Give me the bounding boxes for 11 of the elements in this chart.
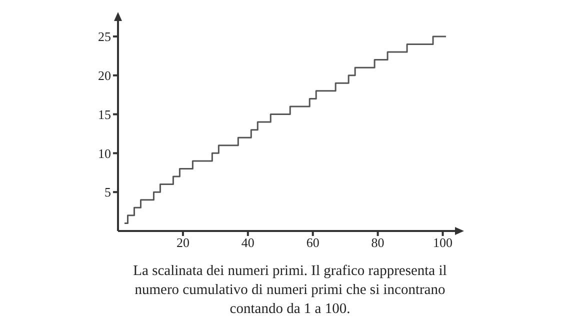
x-tick-label: 80	[371, 235, 384, 250]
text: La scalinata dei numeri primi. Il grafico rappresenta il numero cumulativo di numeri primi che si incontrano contando da 1 a 100.	[132, 262, 448, 319]
y-tick-label: 25	[98, 29, 111, 44]
y-tick-label: 10	[98, 146, 111, 161]
y-tick-label: 5	[104, 184, 111, 200]
y-tick-label: 20	[98, 68, 111, 83]
y-tick-label: 15	[98, 106, 111, 122]
x-tick-label: 60	[306, 235, 320, 250]
x-tick-label: 20	[176, 235, 190, 250]
x-tick-label: 40	[241, 235, 254, 250]
x-tick-label: 100	[433, 235, 453, 250]
